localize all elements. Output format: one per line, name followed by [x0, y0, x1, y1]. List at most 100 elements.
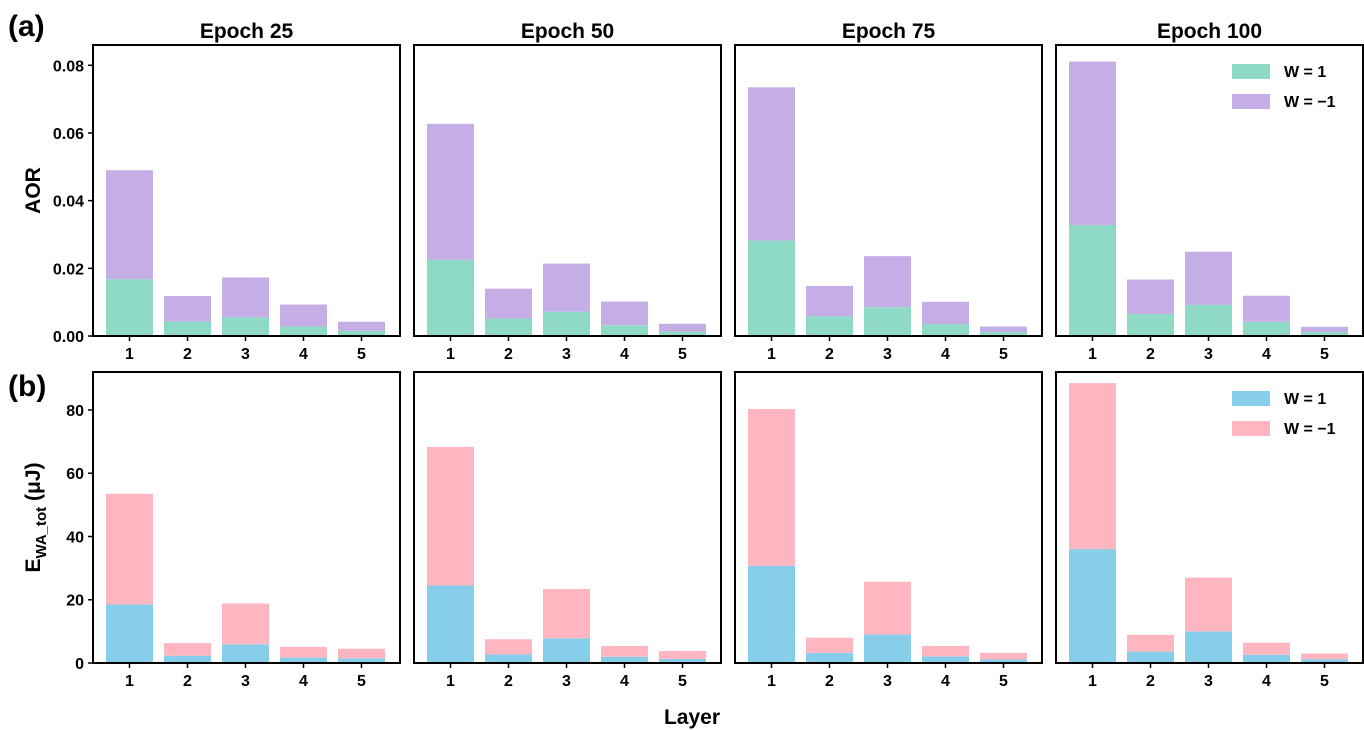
bar-layer-1-series-1 — [748, 240, 795, 336]
panel-frame — [734, 371, 1043, 664]
y-tick-label: 60 — [66, 466, 84, 483]
bar-layer-5-series-1 — [1301, 331, 1348, 336]
panel-label-b: (b) — [8, 370, 46, 403]
y-axis-label-aor: AOR — [22, 167, 45, 214]
x-tick-label: 3 — [241, 346, 250, 363]
bar-layer-2-series-2 — [1127, 634, 1174, 652]
y-tick-label: 0.06 — [53, 126, 84, 143]
x-tick-label: 4 — [620, 346, 629, 363]
panel-b-2: 1 2 3 4 5 — [413, 371, 722, 690]
bar-layer-3-series-2 — [864, 256, 911, 308]
bar-layer-2-series-2 — [164, 296, 211, 322]
legend-swatch — [1232, 94, 1270, 109]
x-tick-label: 3 — [1204, 346, 1213, 363]
bar-layer-4-series-1 — [280, 326, 327, 336]
bar-layer-1-series-1 — [1069, 549, 1116, 663]
bar-layer-4-series-2 — [922, 645, 969, 657]
bar-layer-3-series-2 — [543, 263, 590, 312]
bar-layer-4-series-2 — [280, 304, 327, 327]
x-tick-label: 4 — [1262, 673, 1271, 690]
x-tick-label: 4 — [299, 346, 308, 363]
x-tick-label: 3 — [562, 346, 571, 363]
x-tick-label: 1 — [767, 673, 776, 690]
bar-layer-2-series-1 — [1127, 651, 1174, 663]
panel-frame — [413, 44, 722, 337]
y-tick-label: 0.04 — [53, 194, 84, 211]
bar-layer-5-series-2 — [659, 323, 706, 332]
y-tick-label: 20 — [66, 593, 84, 610]
x-tick-label: 2 — [1146, 673, 1155, 690]
legend-label: W = 1 — [1284, 64, 1326, 81]
x-tick-label: 4 — [941, 673, 950, 690]
y-tick-label: 0.02 — [53, 261, 84, 278]
bar-layer-1-series-1 — [427, 585, 474, 663]
bar-layer-2-series-2 — [164, 643, 211, 656]
bar-layer-2-series-2 — [485, 288, 532, 319]
epoch-title: Epoch 25 — [200, 20, 294, 43]
x-tick-label: 4 — [620, 673, 629, 690]
x-tick-label: 3 — [883, 346, 892, 363]
bar-layer-5-series-1 — [338, 658, 385, 663]
bar-layer-3-series-2 — [543, 588, 590, 639]
x-tick-label: 5 — [999, 346, 1008, 363]
x-tick-label: 3 — [1204, 673, 1213, 690]
bar-layer-5-series-1 — [659, 658, 706, 663]
x-tick-label: 4 — [1262, 346, 1271, 363]
bar-layer-1-series-2 — [1069, 61, 1116, 226]
x-tick-label: 2 — [504, 346, 513, 363]
panel-a-1: Epoch 25 1 2 3 4 5 0.00 0.02 0.04 0.06 0.08 AOR — [22, 20, 401, 363]
bar-layer-1-series-1 — [748, 565, 795, 663]
bar-layer-5-series-1 — [1301, 659, 1348, 663]
panel-a-2: Epoch 50 1 2 3 4 5 — [413, 20, 722, 363]
panel-frame — [1055, 44, 1364, 337]
bar-layer-1-series-1 — [106, 279, 153, 336]
panel-frame — [92, 371, 401, 664]
bar-layer-5-series-2 — [338, 321, 385, 331]
bar-layer-4-series-1 — [1243, 321, 1290, 336]
bar-layer-3-series-2 — [222, 603, 269, 645]
x-tick-label: 2 — [1146, 346, 1155, 363]
bar-layer-2-series-1 — [485, 318, 532, 336]
chart-root: (a) (b) Epoch 25 1 2 3 4 5 0.00 0.02 0.04 0.06 0.08 A… — [8, 10, 1364, 729]
panel-a-3: Epoch 75 1 2 3 4 5 — [734, 20, 1043, 363]
legend-label: W = 1 — [1284, 391, 1326, 408]
panel-label-a: (a) — [8, 10, 45, 43]
bar-layer-2-series-1 — [485, 654, 532, 663]
bar-layer-5-series-2 — [1301, 653, 1348, 660]
panel-frame — [92, 44, 401, 337]
bar-layer-3-series-2 — [1185, 577, 1232, 632]
bar-layer-5-series-1 — [659, 331, 706, 336]
x-tick-label: 5 — [357, 346, 366, 363]
bar-layer-4-series-2 — [1243, 295, 1290, 322]
bar-layer-1-series-2 — [748, 409, 795, 566]
bar-layer-5-series-2 — [338, 648, 385, 659]
bar-layer-3-series-1 — [222, 317, 269, 336]
x-tick-label: 1 — [446, 673, 455, 690]
bar-layer-5-series-2 — [980, 652, 1027, 660]
panel-b-3: 1 2 3 4 5 — [734, 371, 1043, 690]
x-tick-label: 2 — [825, 346, 834, 363]
panel-b-4: 1 2 3 4 5 W = 1 W = −1 — [1055, 371, 1364, 690]
bar-layer-2-series-1 — [806, 316, 853, 336]
bar-layer-5-series-1 — [338, 330, 385, 336]
bar-layer-4-series-2 — [601, 301, 648, 326]
bar-layer-2-series-2 — [806, 637, 853, 653]
x-tick-label: 5 — [1320, 673, 1329, 690]
epoch-title: Epoch 100 — [1157, 20, 1262, 43]
x-tick-label: 1 — [125, 346, 134, 363]
bar-layer-4-series-1 — [922, 324, 969, 336]
x-tick-label: 4 — [941, 346, 950, 363]
epoch-title: Epoch 50 — [521, 20, 614, 43]
bar-layer-3-series-1 — [1185, 304, 1232, 336]
bar-layer-5-series-2 — [1301, 326, 1348, 332]
y-tick-label: 0.00 — [53, 329, 84, 346]
legend-swatch — [1232, 421, 1270, 436]
panel-frame — [734, 44, 1043, 337]
bar-layer-3-series-1 — [222, 644, 269, 663]
bar-layer-4-series-2 — [1243, 642, 1290, 655]
bar-layer-2-series-1 — [164, 655, 211, 663]
bar-layer-3-series-1 — [543, 638, 590, 663]
bar-layer-4-series-2 — [601, 645, 648, 657]
bar-layer-5-series-2 — [659, 650, 706, 659]
